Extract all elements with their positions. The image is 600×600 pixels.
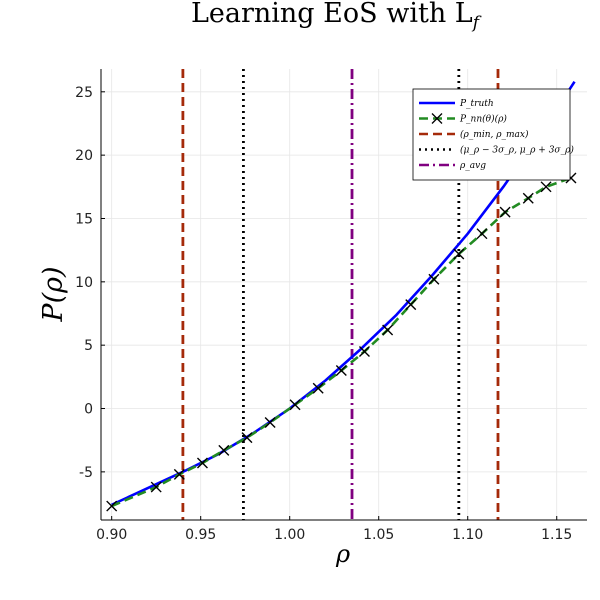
y-axis-label: P(ρ) (38, 266, 69, 322)
data-point-marker (405, 299, 417, 311)
data-point-marker (241, 432, 253, 444)
data-point-marker (335, 365, 347, 377)
x-tick-label: 1.00 (274, 527, 305, 543)
data-point-marker (382, 324, 394, 336)
data-point-marker (476, 228, 488, 240)
data-point-marker (289, 399, 301, 411)
data-point-marker (540, 181, 552, 193)
data-point-marker (358, 346, 370, 358)
x-tick-label: 0.90 (96, 527, 127, 543)
legend-label: (μ_ρ − 3σ_ρ, μ_ρ + 3σ_ρ) (460, 145, 574, 156)
chart-title: Learning EoS with Lf (191, 0, 482, 33)
data-point-marker (173, 468, 185, 480)
x-tick-label: 0.95 (185, 527, 216, 543)
legend-label: P_truth (459, 99, 494, 109)
x-tick-label: 1.10 (452, 527, 483, 543)
y-tick-label: 5 (84, 338, 93, 354)
y-tick-label: 25 (75, 85, 93, 101)
data-point-marker (312, 382, 324, 394)
legend: P_truth P_nn(θ)(ρ) (ρ_min, ρ_max) (μ_ρ − 3σ… (412, 88, 574, 181)
data-point-marker (150, 481, 162, 493)
axes (100, 69, 587, 521)
x-axis-label: ρ (335, 540, 350, 568)
y-tick-label: 10 (75, 275, 93, 291)
y-tick-label: 15 (75, 211, 93, 227)
data-point-marker (453, 248, 465, 260)
y-tick-label: -5 (79, 465, 93, 481)
data-point-marker (428, 273, 440, 285)
legend-marker (431, 113, 443, 124)
y-tick-label: 20 (75, 148, 93, 164)
data-point-marker (106, 500, 118, 512)
tick-labels: 0.90 0.95 1.00 1.05 1.10 1.15 -5 0 5 10 15 20 25 (75, 85, 572, 543)
x-tick-label: 1.05 (363, 527, 394, 543)
chart-title-text: Learning EoS with L (191, 0, 473, 29)
data-point-marker (218, 444, 230, 456)
data-point-marker (522, 192, 534, 204)
data-series (106, 80, 577, 512)
data-point-marker (264, 416, 276, 428)
chart-title-subscript: f (471, 13, 482, 33)
legend-label: (ρ_min, ρ_max) (460, 129, 529, 140)
legend-label: P_nn(θ)(ρ) (459, 114, 507, 125)
x-tick-label: 1.15 (541, 527, 572, 543)
y-tick-label: 0 (84, 402, 93, 418)
legend-label: ρ_avg (459, 161, 486, 171)
data-point-marker (196, 457, 208, 469)
data-point-marker (499, 206, 511, 218)
